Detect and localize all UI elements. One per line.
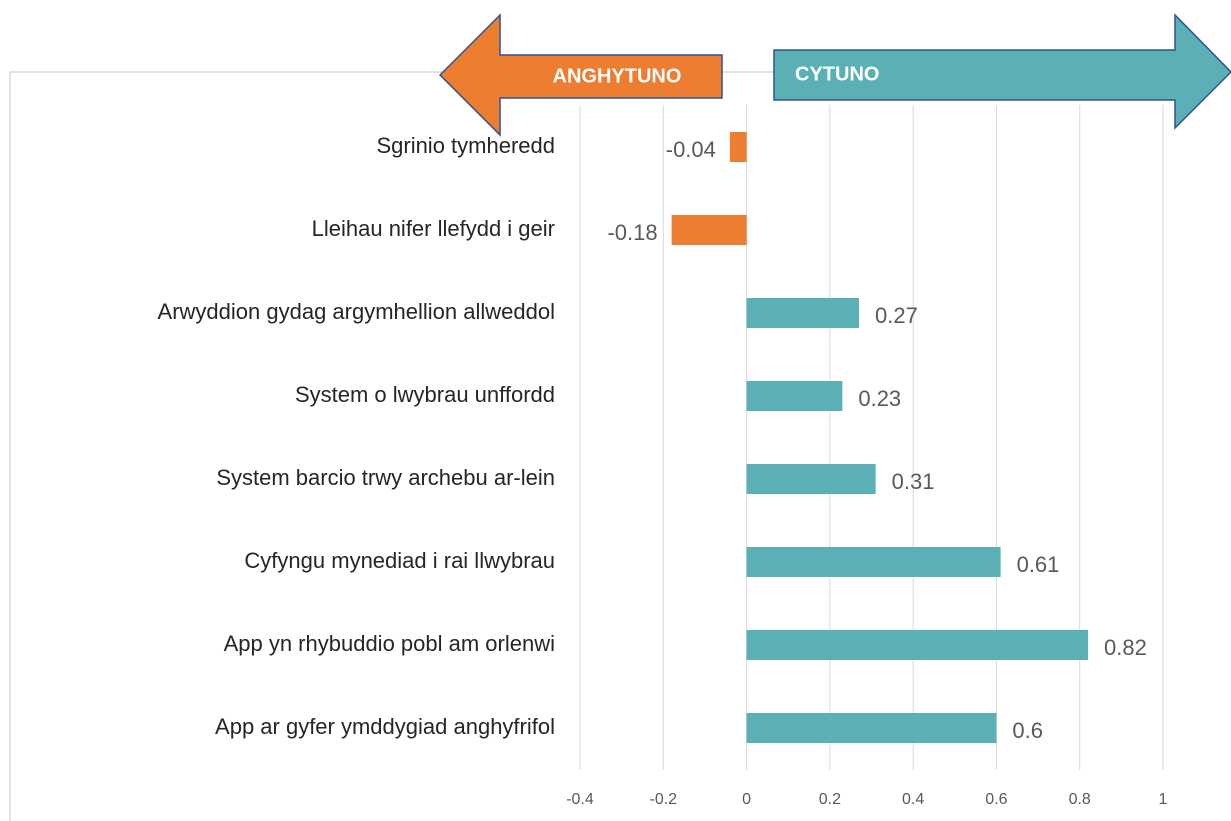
y-tick-label: System o lwybrau unffordd <box>295 382 555 407</box>
y-tick-label: Arwyddion gydag argymhellion allweddol <box>158 299 555 324</box>
bar <box>746 630 1089 660</box>
bar <box>746 381 843 411</box>
y-tick-label: Cyfyngu mynediad i rai llwybrau <box>244 548 555 573</box>
bar <box>729 132 747 162</box>
disagree-arrow <box>438 13 723 137</box>
agree-label: CYTUNO <box>795 63 879 85</box>
x-tick-label: 1 <box>1159 791 1168 808</box>
x-tick-label: 0 <box>742 791 751 808</box>
y-tick-label: App ar gyfer ymddygiad anghyfrifol <box>215 714 555 739</box>
x-tick-label: -0.2 <box>649 791 677 808</box>
bar <box>746 547 1001 577</box>
plot-area: -0.4 -0.2 0 0.2 0.4 0.6 0.8 1 Sgrinio tymheredd -… <box>158 105 1168 808</box>
y-tick-label: App yn rhybuddio pobl am orlenwi <box>224 631 555 656</box>
x-tick-label: 0.6 <box>985 791 1007 808</box>
value-label: -0.18 <box>607 220 657 245</box>
x-tick-label: 0.8 <box>1069 791 1091 808</box>
value-label: 0.82 <box>1104 635 1147 660</box>
value-label: 0.27 <box>875 303 918 328</box>
chart-frame <box>9 71 1231 821</box>
y-tick-label: Lleihau nifer llefydd i geir <box>312 216 555 241</box>
x-tick-label: 0.4 <box>902 791 924 808</box>
value-label: 0.23 <box>858 386 901 411</box>
value-label: -0.04 <box>666 137 716 162</box>
agree-arrow <box>773 13 1231 130</box>
x-tick-label: 0.2 <box>819 791 841 808</box>
y-tick-label: Sgrinio tymheredd <box>376 133 555 158</box>
value-label: 0.31 <box>892 469 935 494</box>
x-tick-label: -0.4 <box>566 791 594 808</box>
bar <box>746 298 860 328</box>
value-label: 0.61 <box>1017 552 1060 577</box>
bar <box>746 713 997 743</box>
value-label: 0.6 <box>1012 718 1043 743</box>
bar <box>671 215 747 245</box>
disagree-label: ANGHYTUNO <box>553 65 682 87</box>
y-tick-label: System barcio trwy archebu ar-lein <box>216 465 555 490</box>
bar <box>746 464 876 494</box>
